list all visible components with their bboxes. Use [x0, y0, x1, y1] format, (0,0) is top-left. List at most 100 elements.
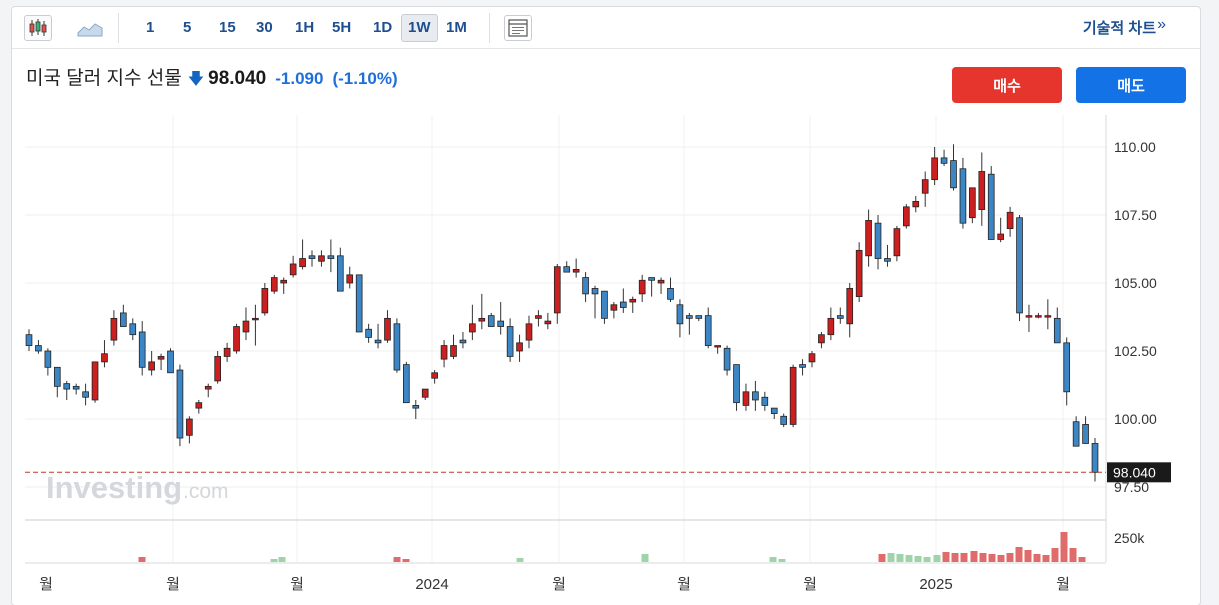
last-price: 98.040 [208, 68, 267, 89]
candle-body [676, 304, 684, 325]
candle-body [686, 315, 693, 319]
price-change: -1.090 [275, 69, 324, 88]
candle-body [138, 331, 146, 368]
candle-body [393, 323, 401, 371]
volume-bar [138, 557, 146, 562]
volume-bar [942, 552, 950, 562]
candle-body [261, 288, 269, 314]
instrument-header: 미국 달러 지수 선물 🡇 98.040 -1.090 (-1.10%) [26, 63, 398, 89]
y-tick-label: 102.50 [1114, 343, 1157, 359]
timeframe-1h[interactable]: 1H [295, 19, 315, 36]
candle-body [72, 385, 80, 390]
last-price-tag [1107, 462, 1171, 483]
timeframe-5[interactable]: 5 [183, 19, 192, 36]
arrow-down-icon: 🡇 [187, 71, 205, 88]
candle-body [987, 173, 995, 240]
candle-body [969, 187, 976, 219]
candle-body [129, 323, 137, 336]
candle-body [346, 274, 354, 284]
x-tick-label: 2024 [415, 576, 448, 593]
y-tick-label: 97.50 [1114, 479, 1149, 495]
candle-body [931, 157, 938, 181]
volume-tick-label: 250k [1114, 530, 1145, 546]
volume-bar [402, 559, 410, 562]
price-chart[interactable]: 110.00 107.50 105.00 102.50 100.00 97.50 Inves… [12, 7, 1201, 605]
price-change-percent: (-1.10%) [332, 69, 398, 88]
candle-body [308, 255, 316, 259]
candle-body [63, 383, 71, 390]
candle-body [1006, 211, 1014, 229]
candle-body [874, 222, 882, 259]
volume-bar [516, 558, 524, 562]
candle-body [233, 326, 240, 352]
sell-button[interactable]: 매도 [1076, 67, 1186, 103]
timeframe-1m[interactable]: 1M [446, 19, 467, 36]
candle-body [544, 320, 552, 325]
candle-body [25, 334, 33, 346]
candle-body [780, 415, 788, 425]
candle-body [384, 317, 391, 341]
candle-body [167, 350, 174, 374]
volume-bar [1069, 548, 1077, 562]
volume-bar [979, 553, 987, 562]
candle-body [855, 249, 863, 298]
candle-body [525, 323, 533, 341]
candle-body [336, 255, 344, 292]
candle-body [355, 274, 363, 333]
candle-body [440, 345, 448, 360]
chart-widget: 1 5 15 30 1H 5H 1D 1W 1M 기술적 차트 » 미국 달러 지수 선물 🡇 … [11, 6, 1201, 605]
candle-body [421, 388, 429, 398]
candle-body [44, 350, 52, 368]
volume-bar [1033, 554, 1041, 562]
candle-body [912, 200, 920, 208]
candle-body [365, 328, 372, 338]
candle-body [82, 391, 89, 398]
candle-body [827, 317, 835, 336]
candlestick-chart-icon[interactable] [24, 15, 52, 41]
candle-body [176, 369, 184, 439]
candle-body [35, 345, 42, 352]
candle-body [252, 317, 259, 321]
x-tick-label: 월 [1056, 576, 1070, 593]
volume-bar [641, 554, 649, 562]
candle-body [1091, 443, 1099, 473]
candle-body [1044, 315, 1052, 318]
candle-body [704, 315, 712, 346]
candle-body [997, 233, 1004, 240]
timeframe-30[interactable]: 30 [256, 19, 273, 36]
timeframe-1[interactable]: 1 [146, 19, 155, 36]
toolbar-divider [489, 13, 490, 43]
candle-body [893, 228, 901, 257]
y-tick-label: 105.00 [1114, 275, 1157, 291]
x-tick-label: 월 [803, 576, 817, 593]
candle-body [204, 385, 212, 390]
candle-body [157, 356, 165, 360]
candle-body [120, 312, 127, 327]
candle-body [789, 366, 797, 425]
x-tick-label: 월 [677, 576, 691, 593]
candle-body [591, 288, 599, 295]
chart-toolbar: 1 5 15 30 1H 5H 1D 1W 1M 기술적 차트 » [12, 7, 1200, 49]
candle-body [1035, 315, 1042, 318]
candle-body [403, 364, 410, 404]
volume-bar [393, 557, 401, 562]
volume-bar [905, 555, 913, 562]
candle-body [733, 364, 740, 404]
buy-button[interactable]: 매수 [952, 67, 1062, 103]
timeframe-1d[interactable]: 1D [373, 19, 393, 36]
volume-bar [270, 559, 278, 562]
candle-body [516, 342, 523, 352]
area-chart-icon[interactable] [76, 15, 104, 41]
timeframe-1w[interactable]: 1W [401, 14, 438, 42]
candle-body [619, 301, 627, 308]
last-price-label: 98.040 [1113, 464, 1156, 480]
x-tick-label: 월 [166, 576, 180, 593]
layout-icon[interactable] [504, 15, 532, 41]
investing-watermark-suffix: .com [183, 480, 229, 503]
candle-body [799, 364, 806, 368]
timeframe-5h[interactable]: 5H [332, 19, 352, 36]
chevron-double-right-icon[interactable]: » [1157, 16, 1166, 33]
timeframe-15[interactable]: 15 [219, 19, 236, 36]
technical-chart-link[interactable]: 기술적 차트 [1082, 20, 1156, 37]
candle-body [478, 317, 486, 322]
